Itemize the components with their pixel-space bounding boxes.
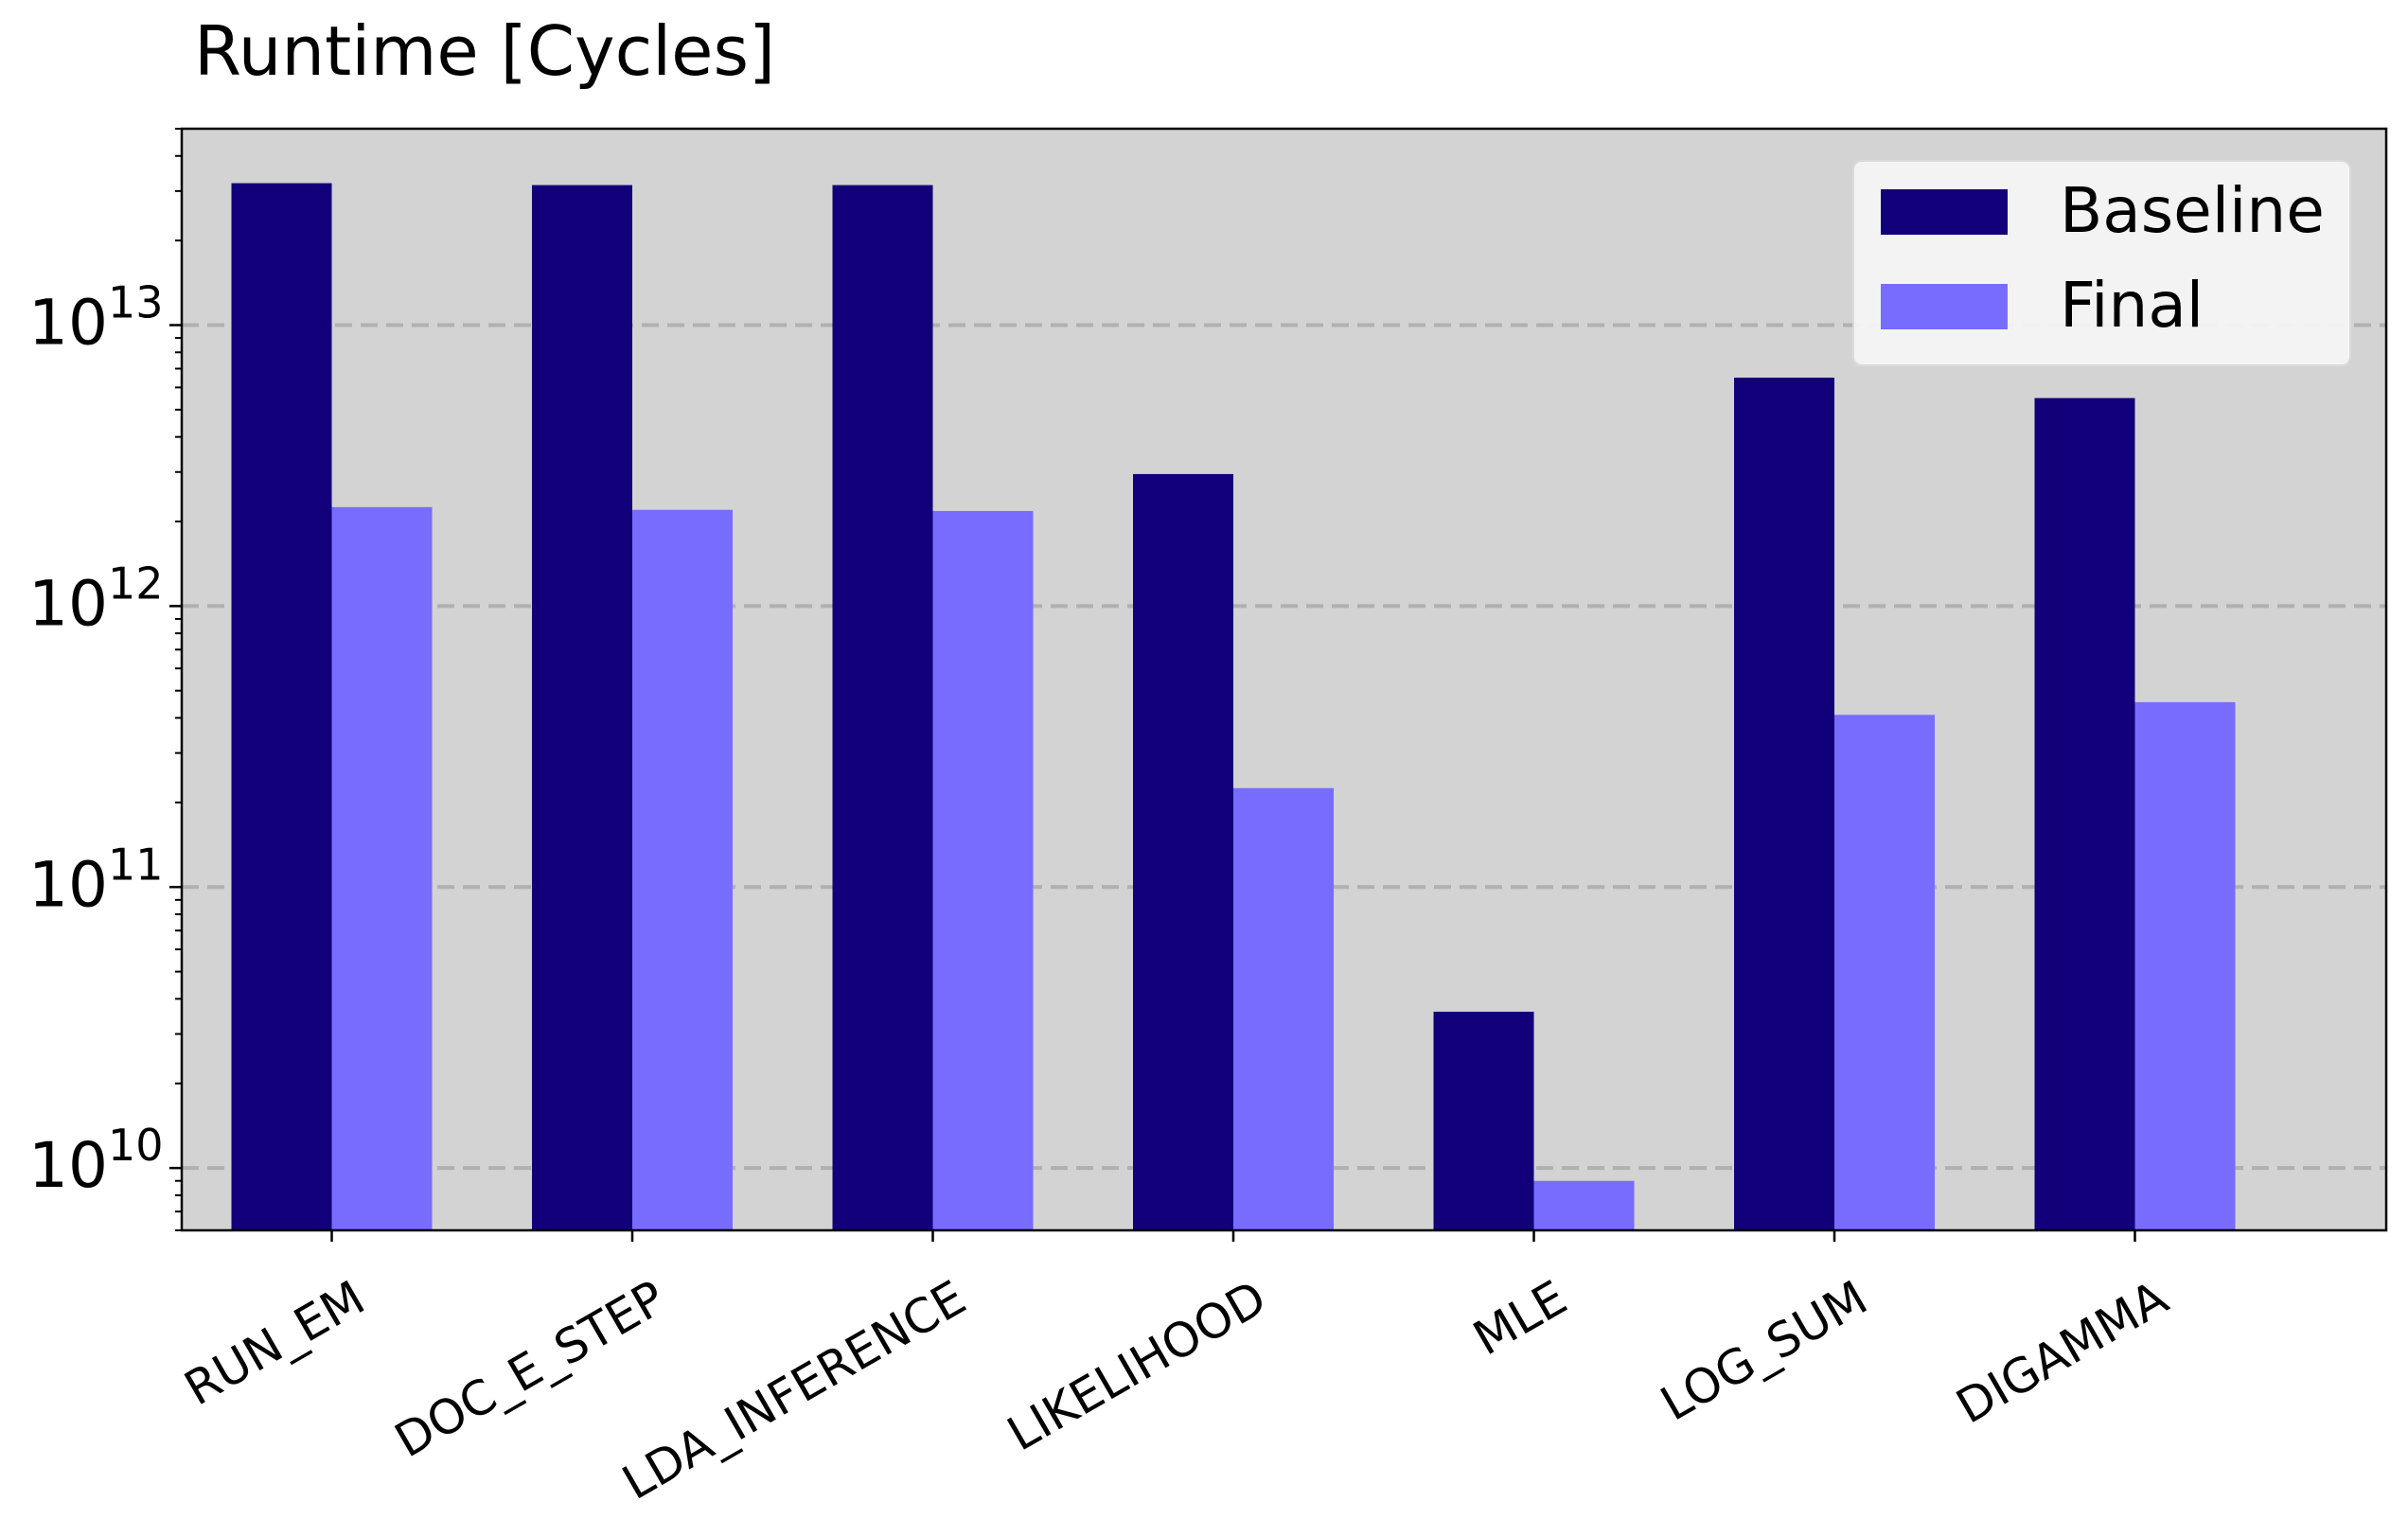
bar-baseline-doc-e-step — [532, 185, 632, 1230]
bar-final-lda-inference — [932, 510, 1034, 1230]
bar-baseline-likelihood — [1133, 473, 1233, 1230]
x-tick-label: LIKELIHOOD — [999, 1270, 1276, 1461]
x-tick-label: DIGAMMA — [1947, 1270, 2177, 1435]
legend-swatch-baseline — [1881, 189, 2008, 235]
bar-baseline-log-sum — [1734, 378, 1834, 1230]
bar-final-likelihood — [1233, 787, 1334, 1230]
legend: Baseline Final — [1852, 160, 2351, 366]
plot-frame — [180, 127, 2388, 1232]
bar-final-log-sum — [1834, 715, 1935, 1230]
y-tick-label: 1013 — [28, 277, 164, 360]
x-tick-label: DOC_E_STEP — [386, 1270, 675, 1468]
legend-swatch-final — [1881, 284, 2008, 329]
legend-label-baseline: Baseline — [2060, 174, 2325, 247]
bar-final-doc-e-step — [632, 509, 733, 1230]
y-tick-label: 1011 — [28, 839, 164, 921]
bar-baseline-lda-inference — [832, 185, 933, 1230]
y-tick-label: 1012 — [28, 557, 164, 640]
bar-final-run-em — [331, 506, 433, 1230]
bars — [231, 183, 2236, 1231]
x-tick-label: RUN_EM — [175, 1270, 374, 1416]
x-tick-label: LOG_SUM — [1652, 1270, 1876, 1432]
bar-final-digamma — [2134, 701, 2236, 1230]
y-tick-label: 1010 — [28, 1120, 164, 1202]
legend-label-final: Final — [2060, 269, 2204, 342]
chart-title: Runtime [Cycles] — [194, 11, 776, 91]
bar-baseline-mle — [1433, 1011, 1534, 1230]
bar-final-mle — [1533, 1180, 1635, 1230]
x-tick-label: MLE — [1464, 1270, 1576, 1367]
bar-baseline-run-em — [231, 183, 332, 1231]
bar-baseline-digamma — [2034, 397, 2135, 1230]
